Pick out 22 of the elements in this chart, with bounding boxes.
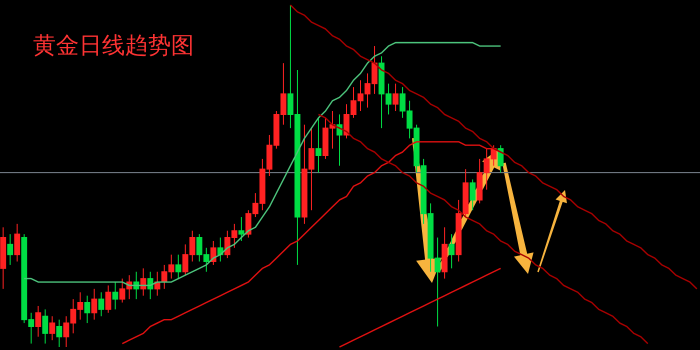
candlestick	[147, 271, 154, 300]
text: 黄金日线趋势图	[33, 33, 194, 59]
candlestick	[336, 114, 342, 166]
candlestick	[7, 234, 14, 266]
candlestick	[316, 117, 322, 174]
candlestick	[56, 319, 62, 348]
candlestick	[448, 234, 455, 269]
candlestick	[210, 240, 216, 266]
candlestick	[42, 308, 48, 344]
candlestick	[112, 282, 118, 310]
candlestick	[392, 83, 398, 112]
candlestick	[105, 284, 112, 314]
candlestick	[470, 178, 476, 211]
candlestick	[14, 223, 20, 262]
candlestick	[91, 288, 98, 320]
candlestick	[98, 292, 104, 317]
candlestick	[84, 295, 90, 324]
candlestick	[175, 254, 182, 280]
candlestick	[49, 316, 56, 341]
candlestick	[35, 305, 42, 338]
candlestick	[238, 216, 244, 242]
candlestick	[498, 144, 504, 174]
